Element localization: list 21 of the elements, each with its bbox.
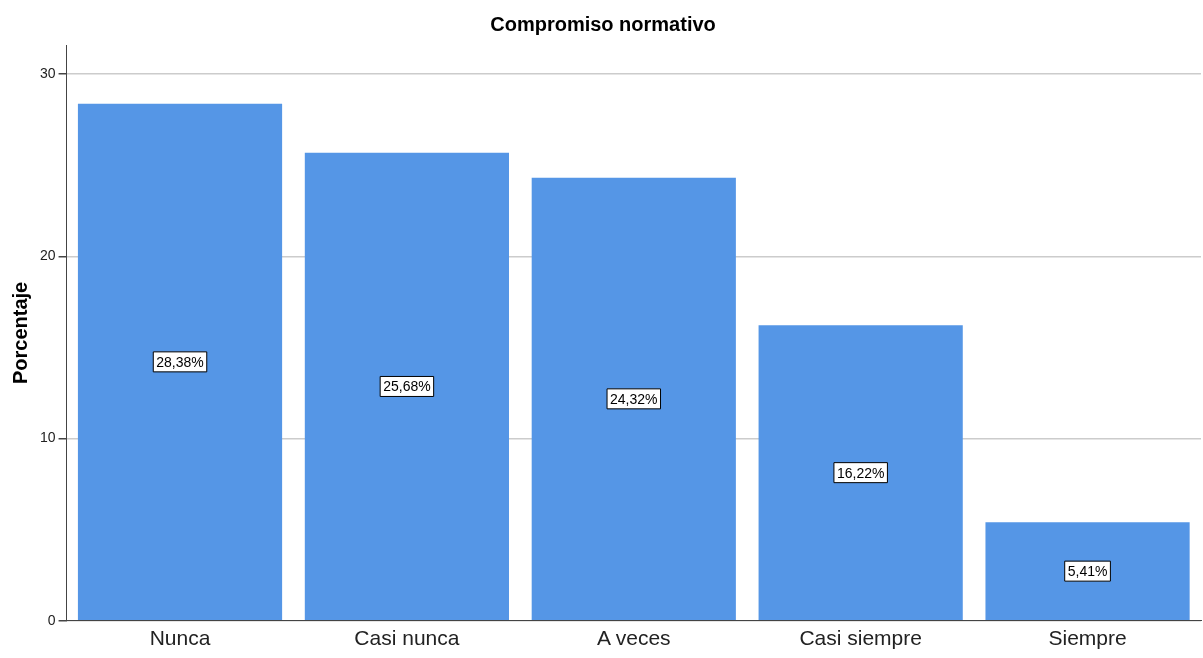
y-axis-title: Porcentaje bbox=[8, 281, 31, 385]
y-tick-label: 20 bbox=[39, 247, 56, 264]
bar bbox=[304, 152, 509, 621]
data-label: 25,68% bbox=[383, 378, 431, 395]
bar bbox=[985, 522, 1190, 621]
bar bbox=[77, 103, 283, 621]
x-tick-label: Casi nunca bbox=[354, 626, 460, 650]
x-tick-label: Nunca bbox=[149, 626, 211, 650]
data-label: 5,41% bbox=[1067, 563, 1108, 579]
x-tick-label: Casi siempre bbox=[799, 626, 922, 650]
x-tick-label: A veces bbox=[597, 626, 671, 650]
chart-title: Compromiso normativo bbox=[490, 12, 716, 35]
bar bbox=[758, 325, 963, 621]
y-tick-label: 30 bbox=[39, 65, 56, 82]
data-label: 16,22% bbox=[836, 464, 885, 481]
y-tick-label: 10 bbox=[39, 429, 56, 446]
y-tick-label: 0 bbox=[47, 611, 56, 628]
bar bbox=[531, 177, 736, 621]
data-label: 24,32% bbox=[610, 390, 658, 407]
x-tick-label: Siempre bbox=[1048, 626, 1127, 650]
data-label: 28,38% bbox=[156, 353, 204, 370]
